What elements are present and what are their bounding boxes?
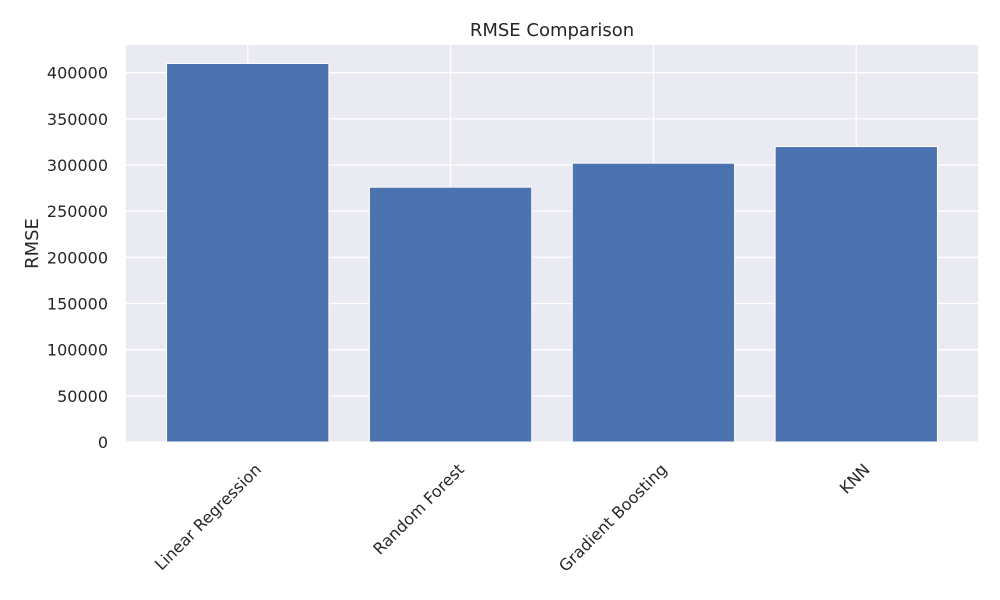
y-tick-label: 300000: [47, 156, 108, 175]
y-tick-label: 400000: [47, 64, 108, 83]
x-tick-label: Random Forest: [369, 460, 468, 559]
y-tick-label: 200000: [47, 248, 108, 267]
x-tick-label: KNN: [836, 460, 874, 498]
y-axis-ticks: 0 50000 100000 150000 200000 250000 300000 3500…: [47, 64, 108, 452]
y-tick-label: 100000: [47, 341, 108, 360]
x-tick-label: Gradient Boosting: [555, 460, 671, 576]
bar-gradient-boosting: [571, 162, 736, 443]
y-axis-title: RMSE: [22, 218, 43, 269]
y-tick-label: 0: [98, 433, 108, 452]
y-tick-label: 250000: [47, 202, 108, 221]
chart-title: RMSE Comparison: [470, 20, 634, 41]
y-tick-label: 150000: [47, 295, 108, 314]
bar-knn: [774, 146, 938, 443]
bars: [166, 62, 938, 443]
x-axis-ticks: Linear Regression Random Forest Gradient B…: [151, 460, 874, 576]
y-tick-label: 350000: [47, 110, 108, 129]
bar-random-forest: [368, 186, 533, 443]
bar-linear-regression: [166, 62, 330, 443]
y-tick-label: 50000: [57, 387, 108, 406]
x-tick-label: Linear Regression: [151, 460, 265, 574]
